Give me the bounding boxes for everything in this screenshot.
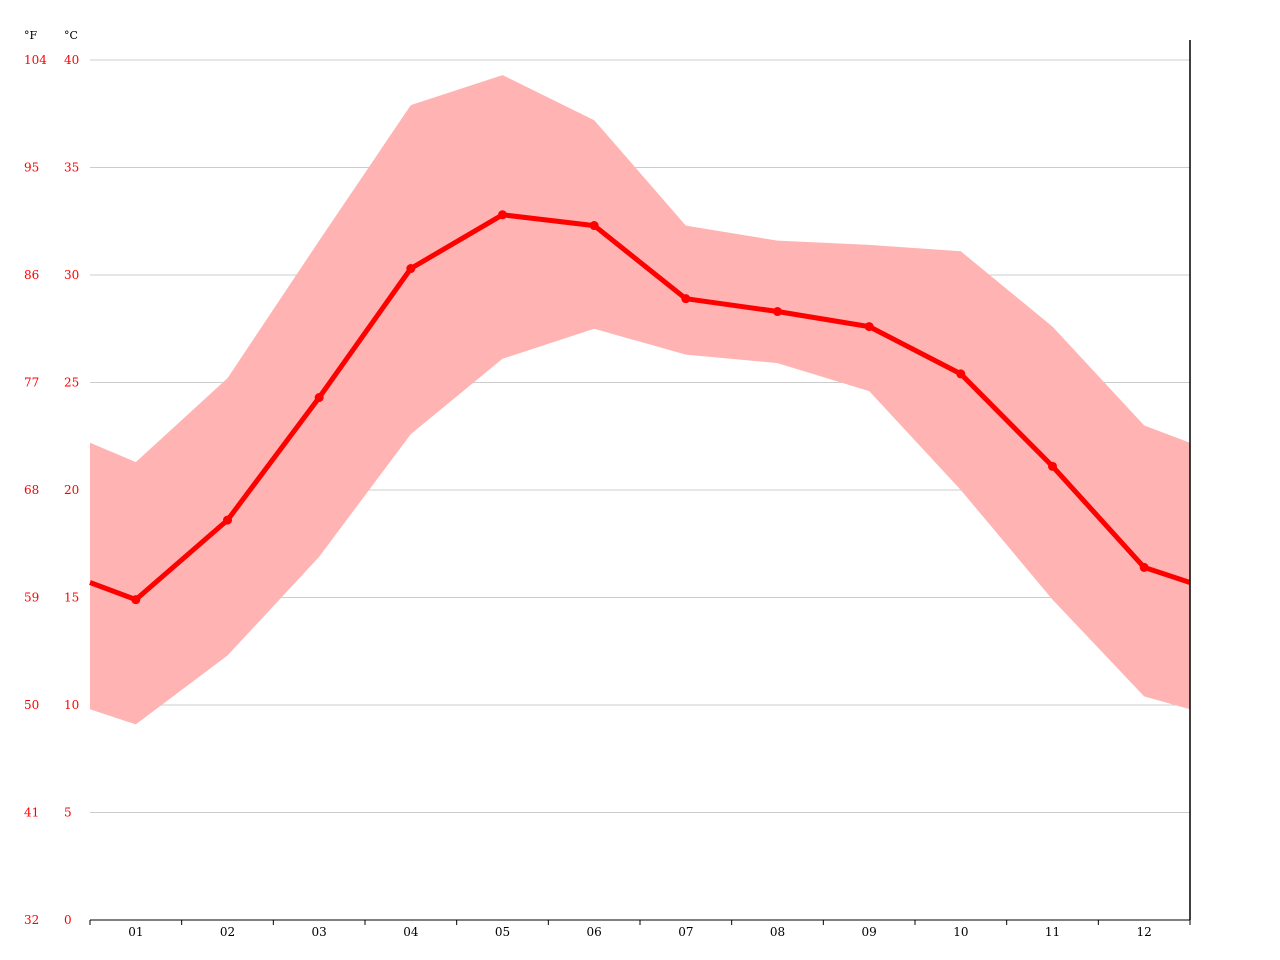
y-tick-label-c: 30 bbox=[64, 268, 79, 282]
mean-temperature-point bbox=[589, 221, 599, 231]
y-tick-label-f: 95 bbox=[24, 161, 39, 175]
x-tick-label: 12 bbox=[1137, 925, 1152, 939]
y-tick-label-c: 25 bbox=[64, 376, 79, 390]
x-tick-label: 07 bbox=[678, 925, 693, 939]
y-tick-label-f: 86 bbox=[24, 268, 39, 282]
mean-temperature-point bbox=[314, 393, 324, 403]
x-tick-label: 02 bbox=[220, 925, 235, 939]
x-tick-label: 05 bbox=[495, 925, 510, 939]
y-tick-label-f: 50 bbox=[24, 698, 39, 712]
x-tick-label: 11 bbox=[1045, 925, 1060, 939]
y-tick-label-c: 10 bbox=[64, 698, 79, 712]
y-tick-label-c: 20 bbox=[64, 483, 79, 497]
y-tick-label-f: 68 bbox=[24, 483, 39, 497]
mean-temperature-point bbox=[498, 210, 507, 220]
y-tick-label-c: 40 bbox=[64, 53, 79, 67]
mean-temperature-point bbox=[864, 322, 874, 332]
celsius-unit-label: °C bbox=[64, 29, 78, 42]
y-tick-label-f: 104 bbox=[24, 53, 47, 67]
x-tick-label: 04 bbox=[403, 925, 419, 939]
y-tick-label-c: 0 bbox=[64, 913, 72, 927]
y-tick-label-f: 32 bbox=[24, 913, 39, 927]
y-tick-label-f: 59 bbox=[24, 591, 39, 605]
y-tick-label-c: 15 bbox=[64, 591, 79, 605]
mean-temperature-point bbox=[1139, 562, 1149, 572]
temperature-range-band bbox=[90, 75, 1190, 725]
y-tick-label-f: 77 bbox=[24, 376, 39, 390]
x-tick-label: 03 bbox=[312, 925, 327, 939]
mean-temperature-point bbox=[406, 264, 416, 274]
mean-temperature-point bbox=[956, 369, 966, 379]
x-tick-label: 06 bbox=[587, 925, 602, 939]
mean-temperature-point bbox=[223, 515, 232, 525]
axes: 32 0 41 5 50 10 59 15 68 20 77 25 86 30 95 35 104 40 01 02 0… bbox=[24, 40, 1191, 939]
fahrenheit-unit-label: °F bbox=[24, 29, 38, 42]
x-tick-label: 09 bbox=[862, 925, 877, 939]
y-tick-label-c: 35 bbox=[64, 161, 79, 175]
mean-temperature-line bbox=[89, 212, 1191, 603]
mean-temperature-point bbox=[681, 294, 691, 304]
temperature-range-area bbox=[90, 75, 1190, 725]
mean-temperature-series bbox=[89, 210, 1191, 605]
x-tick-label: 10 bbox=[953, 925, 968, 939]
mean-temperature-point bbox=[773, 307, 782, 317]
mean-temperature-point bbox=[131, 595, 141, 605]
x-tick-label: 08 bbox=[770, 925, 785, 939]
mean-temperature-point bbox=[1048, 461, 1057, 471]
x-tick-label: 01 bbox=[128, 925, 143, 939]
y-tick-label-f: 41 bbox=[24, 806, 39, 820]
y-tick-label-c: 5 bbox=[64, 806, 72, 820]
